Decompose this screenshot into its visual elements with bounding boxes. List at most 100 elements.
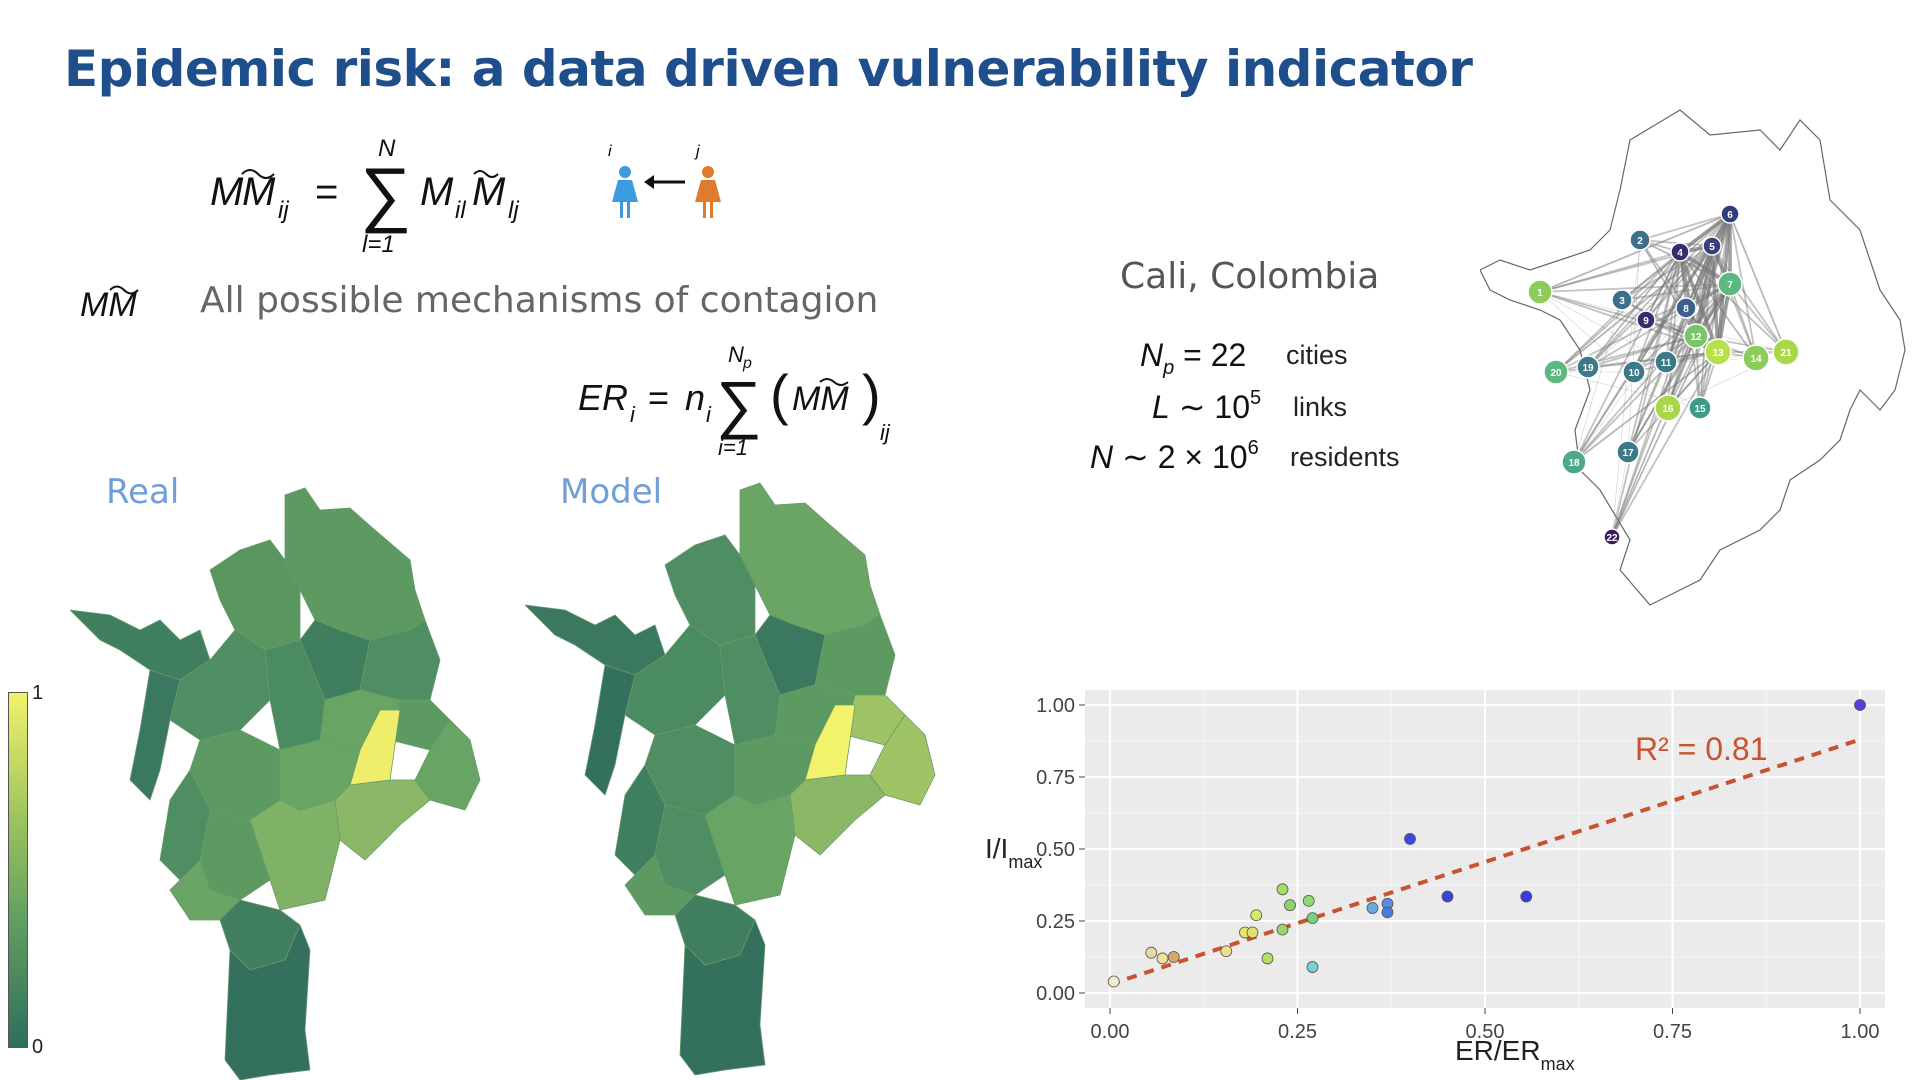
svg-text:il: il (455, 197, 466, 224)
network-edge (1678, 251, 1720, 353)
network-node-label: 20 (1550, 368, 1562, 379)
svg-text:N ∼ 2 × 106: N ∼ 2 × 106 (1090, 437, 1259, 475)
network-edge (1633, 251, 1681, 373)
network-edge (1573, 351, 1719, 463)
stat-word-links: links (1293, 392, 1347, 422)
network-node: 12 (1683, 323, 1709, 349)
network-edge (1573, 251, 1681, 463)
svg-text:ij: ij (880, 420, 891, 445)
network-edge (1685, 213, 1731, 309)
network-node-label: 11 (1661, 358, 1672, 369)
network-node-label: 15 (1694, 404, 1706, 415)
network-edge (1699, 245, 1713, 409)
svg-text:=: = (315, 170, 338, 214)
network-node: 1 (1527, 279, 1553, 305)
scatter-chart: 0.00 0.00 0.25 0.25 0.50 0.50 0.75 0.75 1.00 1.00… (985, 690, 1885, 1074)
network-edge (1729, 213, 1787, 353)
network-edge (1685, 245, 1713, 309)
contagion-icons: i j (608, 143, 721, 218)
colorbar-max-label: 1 (32, 682, 44, 704)
person-j-icon (695, 166, 721, 218)
network-node-label: 6 (1727, 210, 1733, 221)
network-edge (1665, 283, 1731, 363)
scatter-point (1261, 952, 1274, 965)
network-node: 21 (1772, 338, 1800, 366)
svg-text:ER: ER (578, 377, 628, 418)
network-edge (1639, 239, 1731, 285)
network-node-label: 16 (1662, 404, 1674, 415)
scatter-point (1156, 952, 1169, 965)
network-edge (1695, 335, 1787, 353)
network-node-label: 3 (1619, 296, 1625, 307)
network-edge (1611, 335, 1697, 538)
network-edge (1539, 291, 1667, 363)
x-axis-label: ER/ERmax (1455, 1035, 1575, 1074)
network-edge (1573, 299, 1623, 463)
network-edge (1694, 213, 1732, 337)
network-edge (1621, 283, 1731, 301)
city-name: Cali, Colombia (1120, 256, 1380, 297)
network-edge (1645, 213, 1731, 321)
network-node: 6 (1720, 204, 1740, 224)
network-node-label: 13 (1712, 348, 1724, 359)
network-node-label: 5 (1709, 242, 1715, 253)
network-node-label: 22 (1606, 533, 1618, 544)
mm-description: All possible mechanisms of contagion (200, 280, 879, 321)
network-edge (1587, 351, 1719, 368)
network-node: 16 (1654, 394, 1682, 422)
network-edge (1645, 251, 1681, 321)
svg-text:N: N (728, 342, 744, 367)
map-region (525, 604, 666, 676)
map-region (284, 487, 426, 641)
network-edge (1621, 245, 1713, 301)
map-region (664, 534, 756, 646)
person-j-label: j (694, 143, 700, 160)
stat-word-cities: cities (1286, 340, 1348, 370)
svg-text:L ∼ 105: L ∼ 105 (1152, 387, 1261, 425)
network-node: 18 (1561, 449, 1587, 475)
network-edge (1694, 245, 1714, 337)
map-label-model: Model (560, 472, 663, 512)
network-edge (1611, 239, 1641, 538)
network-node: 7 (1717, 271, 1743, 297)
svg-text:N: N (378, 135, 396, 162)
x-tick-label: 0.00 (1091, 1021, 1130, 1043)
network-edge (1679, 251, 1757, 359)
svg-text:): ) (862, 363, 881, 426)
network-node: 5 (1702, 236, 1722, 256)
network-node-label: 1 (1537, 288, 1543, 299)
network-edge (1645, 245, 1713, 321)
map-region (249, 799, 341, 911)
network-edge (1678, 251, 1698, 337)
person-i-label: i (608, 143, 612, 160)
y-tick-label: 0.00 (1036, 983, 1075, 1005)
city-stats: Np = 22 L ∼ 105 N ∼ 2 × 106 cities links… (1090, 337, 1400, 475)
x-tick-label: 0.50 (1466, 1021, 1505, 1043)
scatter-point (1246, 926, 1259, 939)
network-edge (1729, 213, 1757, 359)
svg-text:∑: ∑ (360, 154, 411, 234)
svg-text:i: i (706, 402, 712, 427)
map-region (70, 609, 211, 681)
network-edge (1627, 283, 1731, 453)
network-node: 10 (1622, 360, 1646, 384)
network-node: 11 (1654, 350, 1678, 374)
network-edge (1729, 283, 1787, 353)
svg-text:l=1: l=1 (362, 231, 395, 258)
scatter-point (1366, 902, 1379, 914)
network-node: 13 (1704, 338, 1732, 366)
network-edge (1699, 213, 1731, 409)
network-node-label: 9 (1643, 316, 1649, 327)
network-node-label: 19 (1582, 363, 1594, 374)
x-tick-label: 0.75 (1653, 1021, 1692, 1043)
svg-text:Np = 22: Np = 22 (1140, 337, 1246, 379)
network-edge (1678, 212, 1732, 254)
equation-er: ER i = n i ∑ N p i=1 ( MM ) ij (578, 342, 891, 460)
x-tick-label: 0.25 (1278, 1021, 1317, 1043)
colorbar (8, 692, 28, 1048)
network-edge (1539, 291, 1697, 337)
network-edge (1678, 212, 1732, 254)
network-node-label: 4 (1677, 248, 1683, 259)
network-node: 22 (1603, 528, 1621, 546)
network-edge (1573, 213, 1731, 463)
